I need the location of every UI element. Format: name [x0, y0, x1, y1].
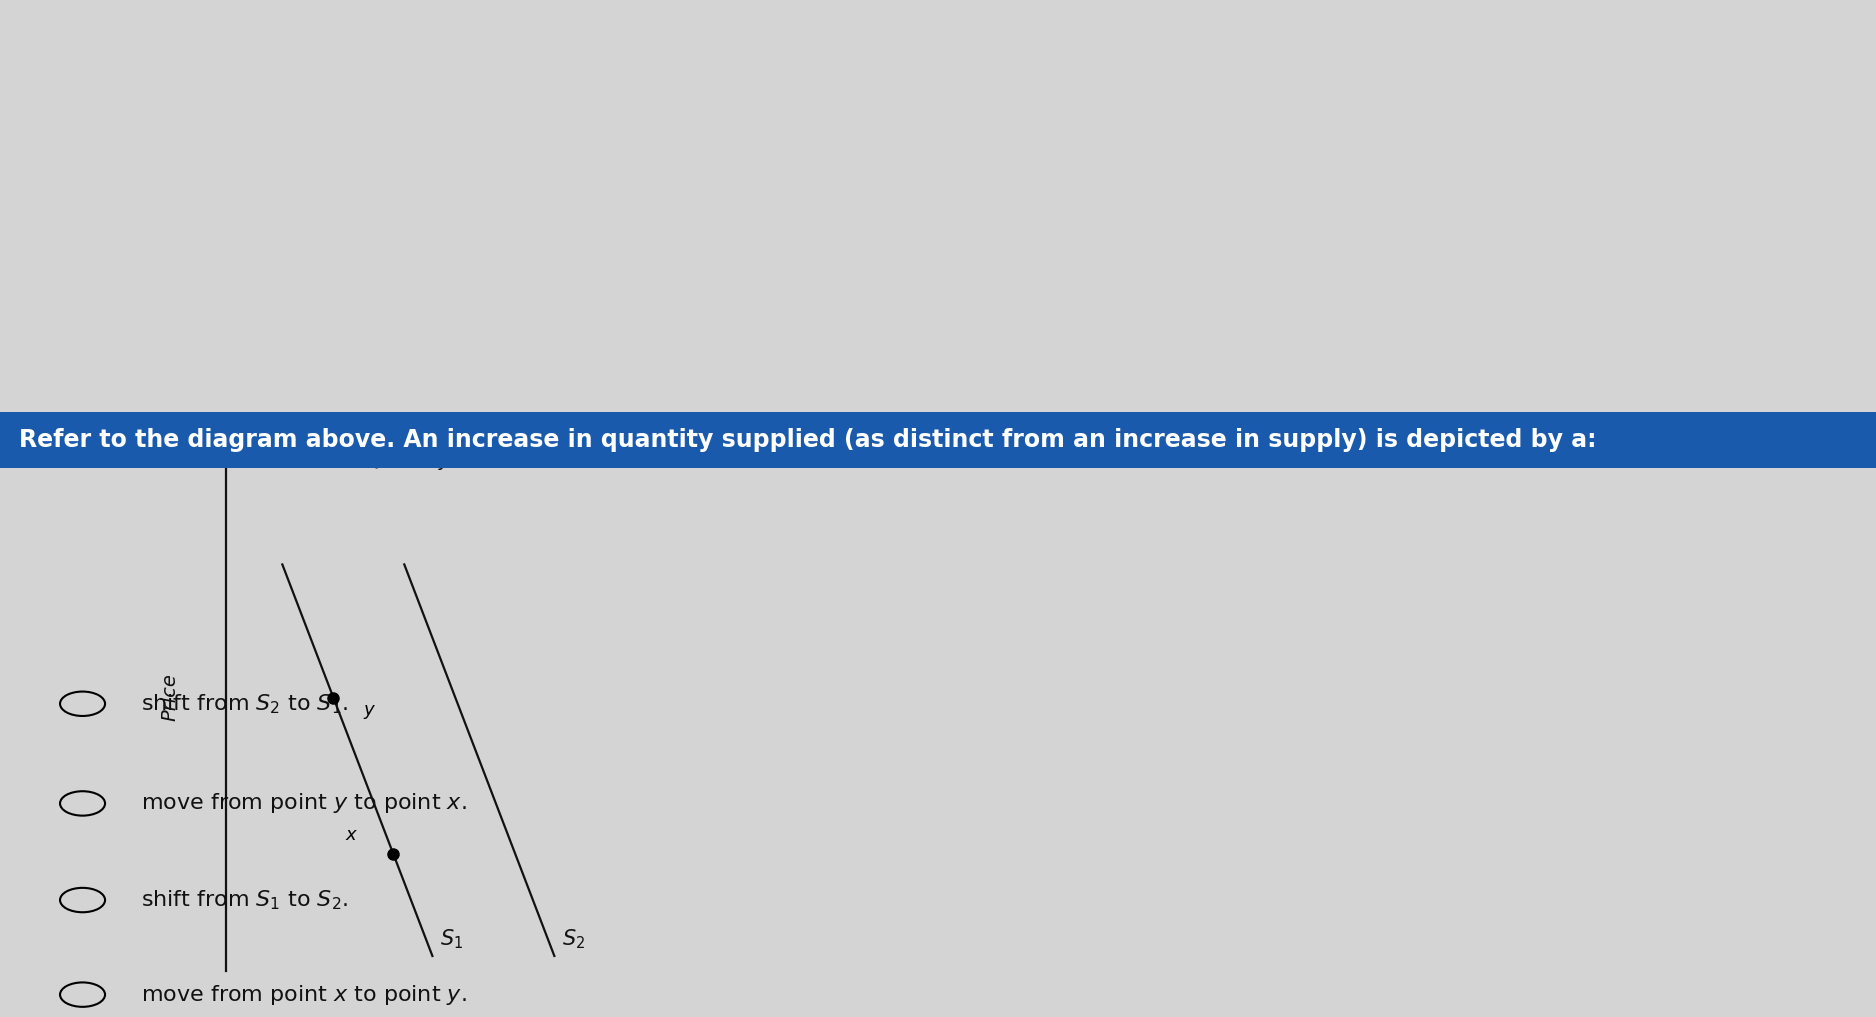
Bar — [0, 412, 1876, 468]
Text: $y$: $y$ — [364, 703, 377, 721]
Text: $x$: $x$ — [345, 826, 358, 844]
Text: Price: Price — [159, 672, 180, 721]
Text: shift from $S_1$ to $S_2$.: shift from $S_1$ to $S_2$. — [141, 888, 347, 912]
Text: Refer to the diagram above. An increase in quantity supplied (as distinct from a: Refer to the diagram above. An increase … — [19, 428, 1596, 452]
Text: move from point $y$ to point $x$.: move from point $y$ to point $x$. — [141, 791, 467, 816]
Text: Quantity: Quantity — [366, 452, 450, 470]
Text: $S_1$: $S_1$ — [439, 928, 463, 951]
Text: move from point $x$ to point $y$.: move from point $x$ to point $y$. — [141, 982, 467, 1007]
Text: 8.: 8. — [38, 447, 56, 468]
Text: shift from $S_2$ to $S_1$.: shift from $S_2$ to $S_1$. — [141, 692, 347, 716]
Text: $S_2$: $S_2$ — [561, 928, 585, 951]
Text: 0: 0 — [203, 435, 212, 454]
